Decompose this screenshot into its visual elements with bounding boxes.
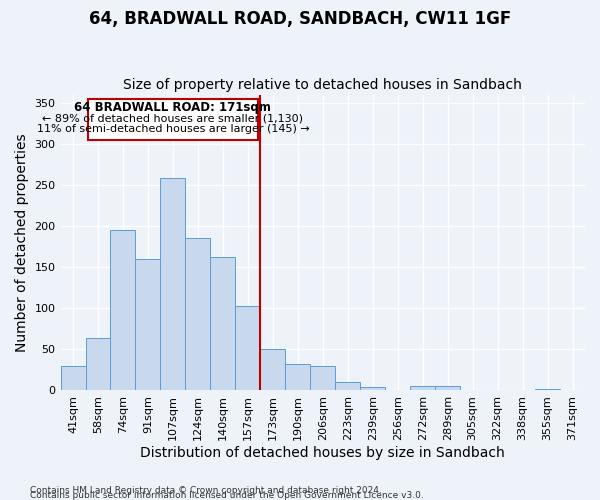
Y-axis label: Number of detached properties: Number of detached properties	[15, 133, 29, 352]
Text: 11% of semi-detached houses are larger (145) →: 11% of semi-detached houses are larger (…	[37, 124, 310, 134]
Bar	[136, 259, 160, 390]
Bar	[260, 350, 286, 391]
X-axis label: Distribution of detached houses by size in Sandbach: Distribution of detached houses by size …	[140, 446, 505, 460]
Bar	[86, 338, 110, 390]
Bar	[335, 382, 360, 390]
Bar	[310, 366, 335, 390]
Text: Contains public sector information licensed under the Open Government Licence v3: Contains public sector information licen…	[30, 491, 424, 500]
Bar	[61, 366, 86, 390]
Title: Size of property relative to detached houses in Sandbach: Size of property relative to detached ho…	[124, 78, 522, 92]
Bar	[185, 238, 211, 390]
Bar	[235, 306, 260, 390]
Text: 64, BRADWALL ROAD, SANDBACH, CW11 1GF: 64, BRADWALL ROAD, SANDBACH, CW11 1GF	[89, 10, 511, 28]
Bar	[211, 258, 235, 390]
Bar	[286, 364, 310, 390]
Text: ← 89% of detached houses are smaller (1,130): ← 89% of detached houses are smaller (1,…	[43, 114, 304, 124]
Bar	[360, 387, 385, 390]
Text: 64 BRADWALL ROAD: 171sqm: 64 BRADWALL ROAD: 171sqm	[74, 101, 271, 114]
Bar	[410, 386, 435, 390]
Bar	[88, 98, 258, 140]
Text: Contains HM Land Registry data © Crown copyright and database right 2024.: Contains HM Land Registry data © Crown c…	[30, 486, 382, 495]
Bar	[160, 178, 185, 390]
Bar	[535, 389, 560, 390]
Bar	[110, 230, 136, 390]
Bar	[435, 386, 460, 390]
